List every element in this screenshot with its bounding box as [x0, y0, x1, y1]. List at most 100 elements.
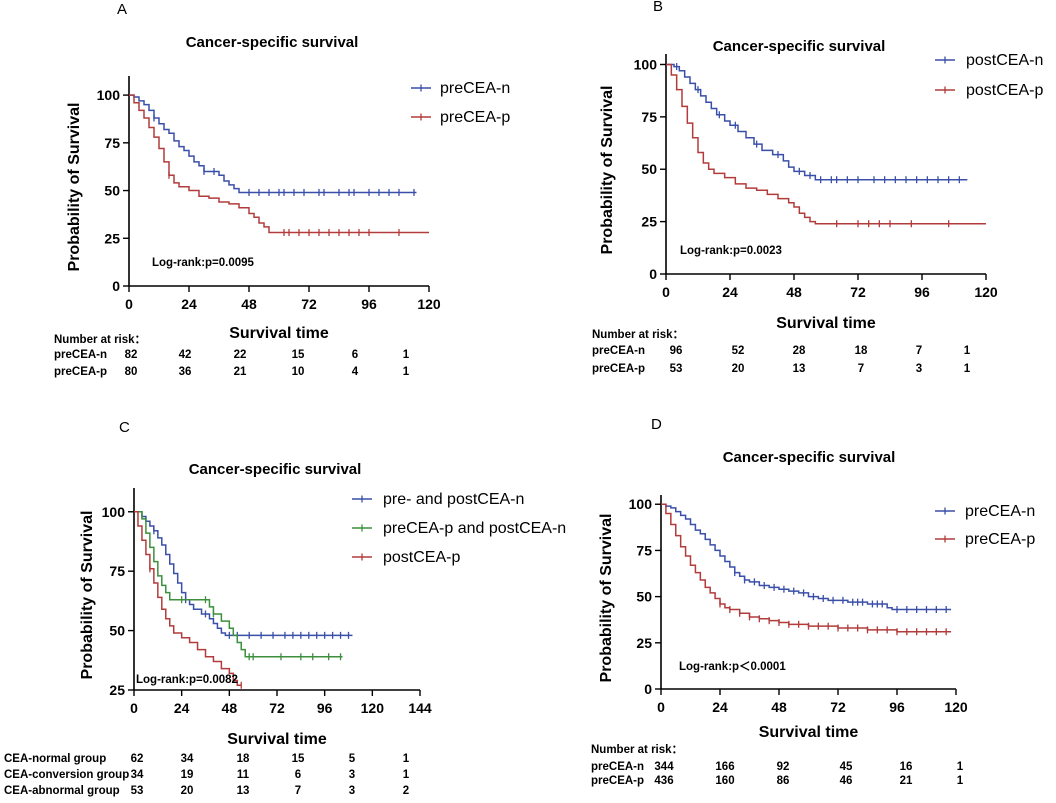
x-tick-label: 120	[944, 699, 968, 715]
risk-value: 1	[957, 761, 964, 773]
y-tick-label: 75	[104, 135, 120, 151]
legend-label: preCEA-p	[440, 109, 510, 126]
risk-value: 2	[403, 785, 409, 797]
y-tick-label: 0	[649, 266, 657, 282]
x-tick-label: 48	[241, 296, 257, 312]
y-tick-label: 0	[644, 681, 652, 697]
risk-value: 62	[131, 753, 144, 765]
risk-value: 34	[131, 769, 144, 781]
risk-row-label: CEA-abnormal group	[4, 785, 120, 797]
panel-label: B	[653, 0, 663, 15]
risk-value: 15	[292, 349, 305, 361]
x-tick-label: 144	[408, 700, 432, 716]
y-tick-label: 100	[97, 87, 121, 103]
logrank-annotation: Log-rank:p=0.0023	[680, 245, 782, 257]
x-tick-label: 72	[830, 699, 846, 715]
y-tick-label: 0	[112, 278, 120, 294]
risk-value: 166	[715, 761, 734, 773]
risk-value: 13	[793, 363, 806, 375]
x-axis-title: Survival time	[776, 315, 876, 332]
risk-value: 53	[131, 785, 144, 797]
risk-table-header: Number at risk：	[54, 334, 146, 346]
risk-value: 22	[234, 349, 247, 361]
risk-value: 3	[916, 363, 922, 375]
y-axis-title: Probability of Survival	[79, 511, 96, 680]
risk-value: 15	[292, 753, 305, 765]
x-tick-label: 72	[301, 296, 317, 312]
chart-title: Cancer-specific survival	[723, 449, 896, 466]
x-tick-label: 24	[722, 284, 738, 300]
risk-value: 13	[237, 785, 250, 797]
risk-value: 28	[793, 345, 806, 357]
risk-value: 3	[349, 769, 355, 781]
risk-value: 86	[777, 775, 790, 787]
risk-value: 1	[403, 753, 410, 765]
risk-value: 11	[237, 769, 250, 781]
logrank-annotation: Log-rank:p＜0.0001	[679, 660, 786, 673]
x-axis-title: Survival time	[229, 325, 329, 342]
risk-table-header: Number at risk：	[591, 744, 683, 756]
y-tick-label: 100	[634, 56, 658, 72]
risk-value: 4	[352, 366, 359, 378]
risk-row-label: CEA-conversion group	[4, 769, 129, 781]
risk-value: 6	[295, 769, 301, 781]
risk-value: 82	[125, 349, 138, 361]
series-line-0	[666, 63, 968, 181]
y-tick-label: 50	[636, 589, 652, 605]
x-tick-label: 120	[361, 700, 385, 716]
y-tick-label: 25	[104, 230, 120, 246]
y-tick-label: 75	[109, 563, 125, 579]
x-tick-label: 96	[914, 284, 930, 300]
risk-value: 36	[179, 366, 192, 378]
logrank-annotation: Log-rank:p=0.0082	[136, 674, 238, 686]
x-tick-label: 24	[181, 296, 197, 312]
legend-label: preCEA-p and postCEA-n	[383, 520, 566, 537]
risk-row-label: preCEA-n	[592, 345, 645, 357]
legend-label: preCEA-n	[440, 80, 510, 97]
y-tick-label: 25	[636, 635, 652, 651]
risk-value: 7	[295, 785, 301, 797]
x-tick-label: 120	[417, 296, 441, 312]
risk-value: 21	[234, 366, 247, 378]
risk-row-label: preCEA-p	[591, 775, 644, 787]
y-tick-label: 25	[109, 682, 125, 698]
chart-title: Cancer-specific survival	[189, 461, 362, 478]
chart-title: Cancer-specific survival	[186, 34, 359, 51]
risk-value: 20	[732, 363, 745, 375]
x-tick-label: 0	[662, 284, 670, 300]
y-tick-label: 100	[102, 504, 126, 520]
x-tick-label: 0	[130, 700, 138, 716]
y-tick-label: 50	[109, 623, 125, 639]
x-tick-label: 96	[317, 700, 333, 716]
series-line-0	[661, 503, 952, 611]
risk-value: 52	[732, 345, 745, 357]
legend-label: preCEA-p	[965, 531, 1035, 548]
risk-value: 1	[957, 775, 964, 787]
risk-value: 10	[292, 366, 305, 378]
y-tick-label: 25	[641, 214, 657, 230]
x-tick-label: 24	[712, 699, 728, 715]
x-tick-label: 72	[850, 284, 866, 300]
panel-label: C	[119, 419, 130, 436]
risk-value: 1	[964, 345, 971, 357]
y-axis-title: Probability of Survival	[598, 514, 615, 683]
y-tick-label: 50	[641, 161, 657, 177]
panel-B: B Cancer-specific survival 0 25 50 75 100 0 24 48…	[592, 0, 1043, 375]
risk-value: 53	[670, 363, 683, 375]
risk-value: 18	[855, 345, 868, 357]
risk-value: 6	[352, 349, 358, 361]
series-line-1	[666, 63, 986, 225]
panel-label: A	[117, 1, 127, 18]
x-tick-label: 120	[974, 284, 998, 300]
x-tick-label: 0	[657, 699, 665, 715]
risk-value: 45	[840, 761, 853, 773]
risk-value: 7	[916, 345, 922, 357]
y-axis-title: Probability of Survival	[599, 86, 616, 255]
legend-label: postCEA-p	[383, 549, 460, 566]
risk-value: 1	[964, 363, 971, 375]
risk-value: 18	[237, 753, 250, 765]
x-axis-title: Survival time	[759, 724, 859, 741]
y-tick-label: 50	[104, 183, 120, 199]
